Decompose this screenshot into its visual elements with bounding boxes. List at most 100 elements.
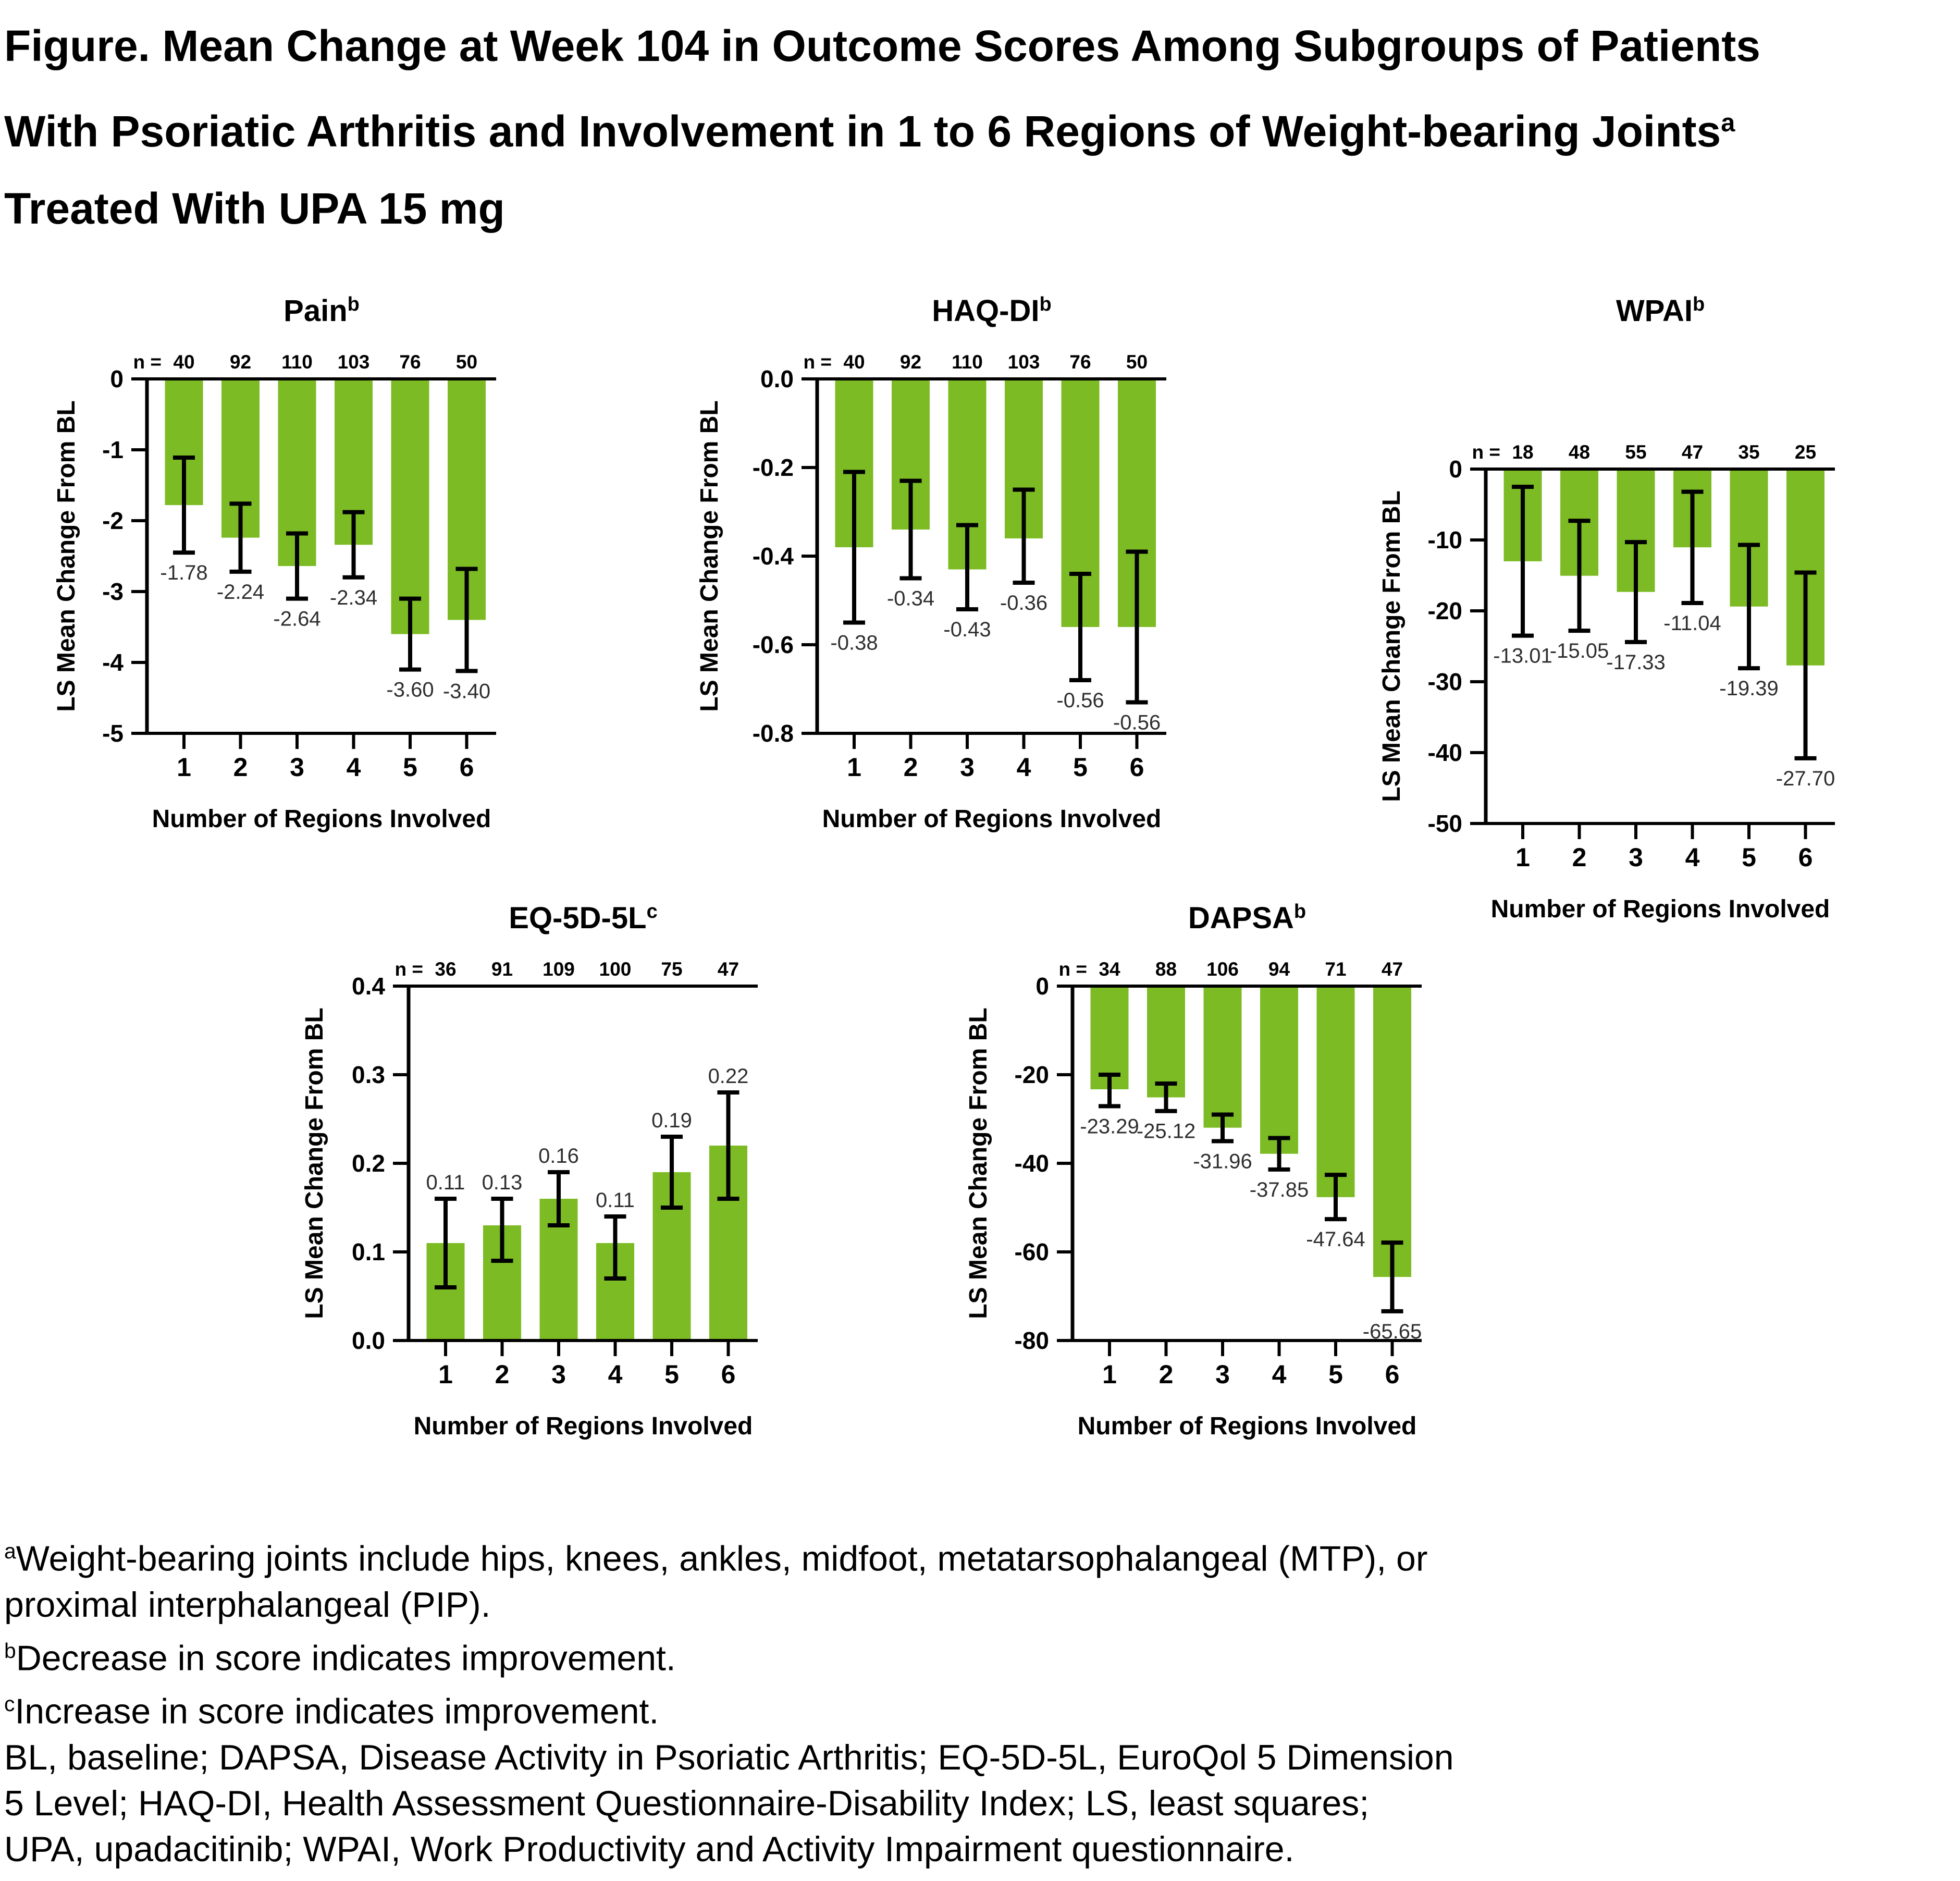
value-label: -3.60 [386, 679, 434, 702]
value-label: 0.11 [426, 1171, 465, 1194]
value-label: -0.56 [1056, 689, 1104, 712]
x-tick-label: 4 [1272, 1360, 1287, 1389]
value-label: -11.04 [1663, 612, 1721, 635]
chart-svg-wpai: 0 -10 -20 -30 -40 -50 1 2 3 4 5 6 -13.01-15.05-17.33… [1378, 293, 1835, 923]
y-tick-label: -2 [102, 507, 124, 534]
x-tick-label: 2 [1159, 1360, 1174, 1389]
y-tick-label: 0.4 [352, 973, 385, 1000]
value-label: -47.64 [1306, 1228, 1365, 1251]
x-tick-label: 3 [290, 753, 304, 782]
x-tick-label: 3 [1629, 843, 1643, 872]
figure-title-line2: With Psoriatic Arthritis and Involvement… [4, 84, 1956, 170]
error-bar-wpai-region-6 [1794, 570, 1817, 760]
error-bar-pain-region-4 [342, 510, 365, 580]
y-tick-label: 0.1 [352, 1238, 385, 1265]
n-value: 36 [435, 958, 456, 980]
y-tick-label: -60 [1015, 1238, 1049, 1265]
figure-title-line3: Treated With UPA 15 mg [4, 170, 1956, 247]
n-value: 76 [399, 351, 421, 373]
footnote-text: Decrease in score indicates improvement. [16, 1638, 676, 1678]
x-axis-title: Number of Regions Involved [414, 1412, 753, 1440]
value-label: -27.70 [1776, 767, 1835, 790]
x-tick-label: 4 [1685, 843, 1700, 872]
x-axis-title: Number of Regions Involved [1491, 895, 1830, 923]
y-tick-label: -20 [1428, 597, 1462, 624]
error-bar-pain-region-1 [173, 455, 195, 555]
chart-title-text: DAPSA [1188, 901, 1294, 935]
bar-dapsa-region-4 [1260, 986, 1298, 1154]
n-value: 100 [599, 958, 632, 980]
y-tick-label: -40 [1015, 1150, 1049, 1177]
chart-svg-dapsa: 0-20-40-60-801 2 3 4 5 6-23.29-25.12-31.96-37… [965, 901, 1422, 1440]
n-equals-label: n = [804, 351, 832, 373]
n-value: 47 [718, 958, 739, 980]
n-value: 47 [1382, 958, 1403, 980]
footnote-text: Weight-bearing joints include hips, knee… [16, 1539, 1428, 1579]
x-tick-label: 4 [608, 1360, 623, 1389]
value-label: -0.36 [1000, 592, 1047, 614]
y-tick-label: -0.4 [753, 543, 794, 570]
error-bar-wpai-region-2 [1568, 519, 1591, 633]
figure-title-line2-text: With Psoriatic Arthritis and Involvement… [4, 107, 1721, 156]
x-tick-label: 3 [960, 753, 975, 782]
chart-title-eq-5d-5l: EQ-5D-5Lc [509, 901, 657, 935]
n-value: 35 [1738, 441, 1759, 463]
value-label: -65.65 [1363, 1320, 1422, 1343]
value-label: -15.05 [1550, 640, 1609, 662]
n-value: 75 [661, 958, 682, 980]
n-value: 40 [843, 351, 865, 373]
x-tick-label: 5 [1328, 1360, 1343, 1389]
n-value: 109 [543, 958, 575, 980]
bar-dapsa-region-2 [1147, 986, 1185, 1098]
error-bar-eq-5d-5l-region-1 [435, 1197, 457, 1289]
chart-title-superscript: c [647, 901, 658, 923]
x-tick-label: 3 [1215, 1360, 1230, 1389]
value-label: -2.34 [330, 586, 377, 609]
value-label: -2.64 [273, 608, 320, 631]
error-bar-dapsa-region-5 [1325, 1173, 1347, 1222]
y-tick-label: -80 [1015, 1327, 1049, 1354]
error-bar-haq-di-region-1 [843, 470, 865, 625]
bar-dapsa-region-3 [1203, 986, 1242, 1128]
x-tick-label: 6 [460, 753, 474, 782]
error-bar-pain-region-5 [399, 596, 421, 672]
x-axis-title: Number of Regions Involved [152, 805, 491, 833]
error-bar-eq-5d-5l-region-3 [548, 1170, 570, 1227]
x-axis-title: Number of Regions Involved [1078, 1412, 1417, 1440]
x-tick-label: 1 [438, 1360, 453, 1389]
x-tick-label: 2 [1572, 843, 1587, 872]
error-bar-haq-di-region-4 [1013, 487, 1035, 585]
n-value: 50 [456, 351, 477, 373]
y-tick-label: -10 [1428, 526, 1462, 554]
n-value: 88 [1155, 958, 1177, 980]
footnote-text: 5 Level; HAQ-DI, Health Assessment Quest… [4, 1783, 1370, 1823]
error-bar-pain-region-3 [286, 531, 308, 601]
x-axis-title: Number of Regions Involved [822, 805, 1162, 833]
y-tick-label: -0.2 [753, 454, 794, 481]
y-tick-label: -0.6 [753, 631, 794, 658]
value-label: -0.38 [830, 632, 878, 655]
x-tick-label: 1 [1102, 1360, 1117, 1389]
n-value: 91 [491, 958, 513, 980]
chart-title-pain: Painb [283, 293, 360, 328]
y-tick-label: -1 [102, 436, 124, 463]
x-tick-label: 1 [1515, 843, 1530, 872]
chart-title-superscript: b [1039, 293, 1051, 315]
value-label: -3.40 [443, 680, 490, 703]
chart-title-haq-di: HAQ-DIb [932, 293, 1051, 328]
footnote-superscript: b [4, 1638, 16, 1663]
x-tick-label: 5 [1742, 843, 1756, 872]
bar-dapsa-region-6 [1373, 986, 1411, 1277]
x-tick-label: 3 [551, 1360, 566, 1389]
value-label: -17.33 [1606, 651, 1665, 674]
footnote-superscript: c [4, 1692, 15, 1716]
error-bar-pain-region-2 [229, 501, 252, 574]
value-label: -25.12 [1137, 1120, 1195, 1143]
figure-title-line1-text: Figure. Mean Change at Week 104 in Outco… [4, 21, 1760, 70]
x-tick-label: 4 [347, 753, 361, 782]
error-bar-eq-5d-5l-region-5 [661, 1135, 683, 1210]
y-tick-label: -50 [1428, 810, 1462, 837]
x-tick-label: 1 [177, 753, 191, 782]
error-bar-eq-5d-5l-region-6 [717, 1090, 739, 1201]
figure-title-line2-superscript: a [1721, 109, 1735, 137]
